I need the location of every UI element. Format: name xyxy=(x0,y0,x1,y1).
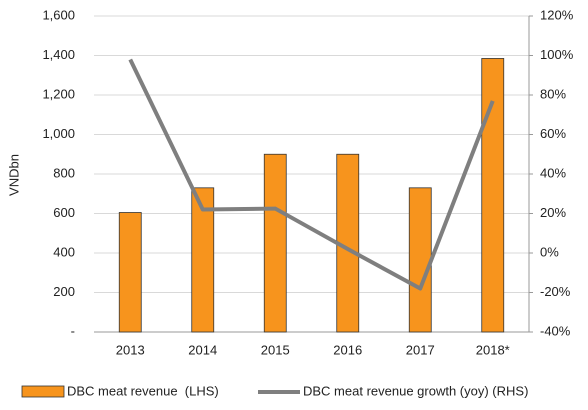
x-tick-label: 2018* xyxy=(476,342,510,357)
y2-tick-label: 80% xyxy=(540,86,566,101)
y-tick-label: 1,400 xyxy=(42,47,75,62)
x-tick-label: 2017 xyxy=(406,342,435,357)
y-tick-label: 200 xyxy=(53,284,75,299)
y2-tick-label: 120% xyxy=(540,7,574,22)
y-tick-label: 600 xyxy=(53,205,75,220)
x-tick-label: 2013 xyxy=(116,342,145,357)
bar xyxy=(263,153,287,333)
legend-label: DBC meat revenue growth (yoy) (RHS) xyxy=(303,383,528,398)
bar xyxy=(191,187,215,333)
y2-tick-label: 40% xyxy=(540,165,566,180)
y-tick-label: 800 xyxy=(53,165,75,180)
x-tick-label: 2015 xyxy=(261,342,290,357)
line xyxy=(128,58,495,291)
y2-tick-label: 100% xyxy=(540,47,574,62)
x-tick-label: 2016 xyxy=(333,342,362,357)
y-tick-label: 1,200 xyxy=(42,86,75,101)
y2-tick-label: -20% xyxy=(540,284,571,299)
y-axis-title: VNDbn xyxy=(6,154,21,196)
bar xyxy=(118,212,142,333)
y-tick-label: 400 xyxy=(53,244,75,259)
bar xyxy=(408,187,432,333)
y-tick-label: 1,000 xyxy=(42,126,75,141)
y2-tick-label: 60% xyxy=(540,126,566,141)
y-tick-label: 1,600 xyxy=(42,7,75,22)
y2-tick-label: 20% xyxy=(540,205,566,220)
x-tick-label: 2014 xyxy=(188,342,217,357)
legend-label: DBC meat revenue (LHS) xyxy=(67,383,219,398)
y2-tick-label: -40% xyxy=(540,323,571,338)
y-tick-label: - xyxy=(71,323,75,338)
bar xyxy=(481,58,505,333)
y2-tick-label: 0% xyxy=(540,244,559,259)
legend-swatch xyxy=(21,385,65,398)
